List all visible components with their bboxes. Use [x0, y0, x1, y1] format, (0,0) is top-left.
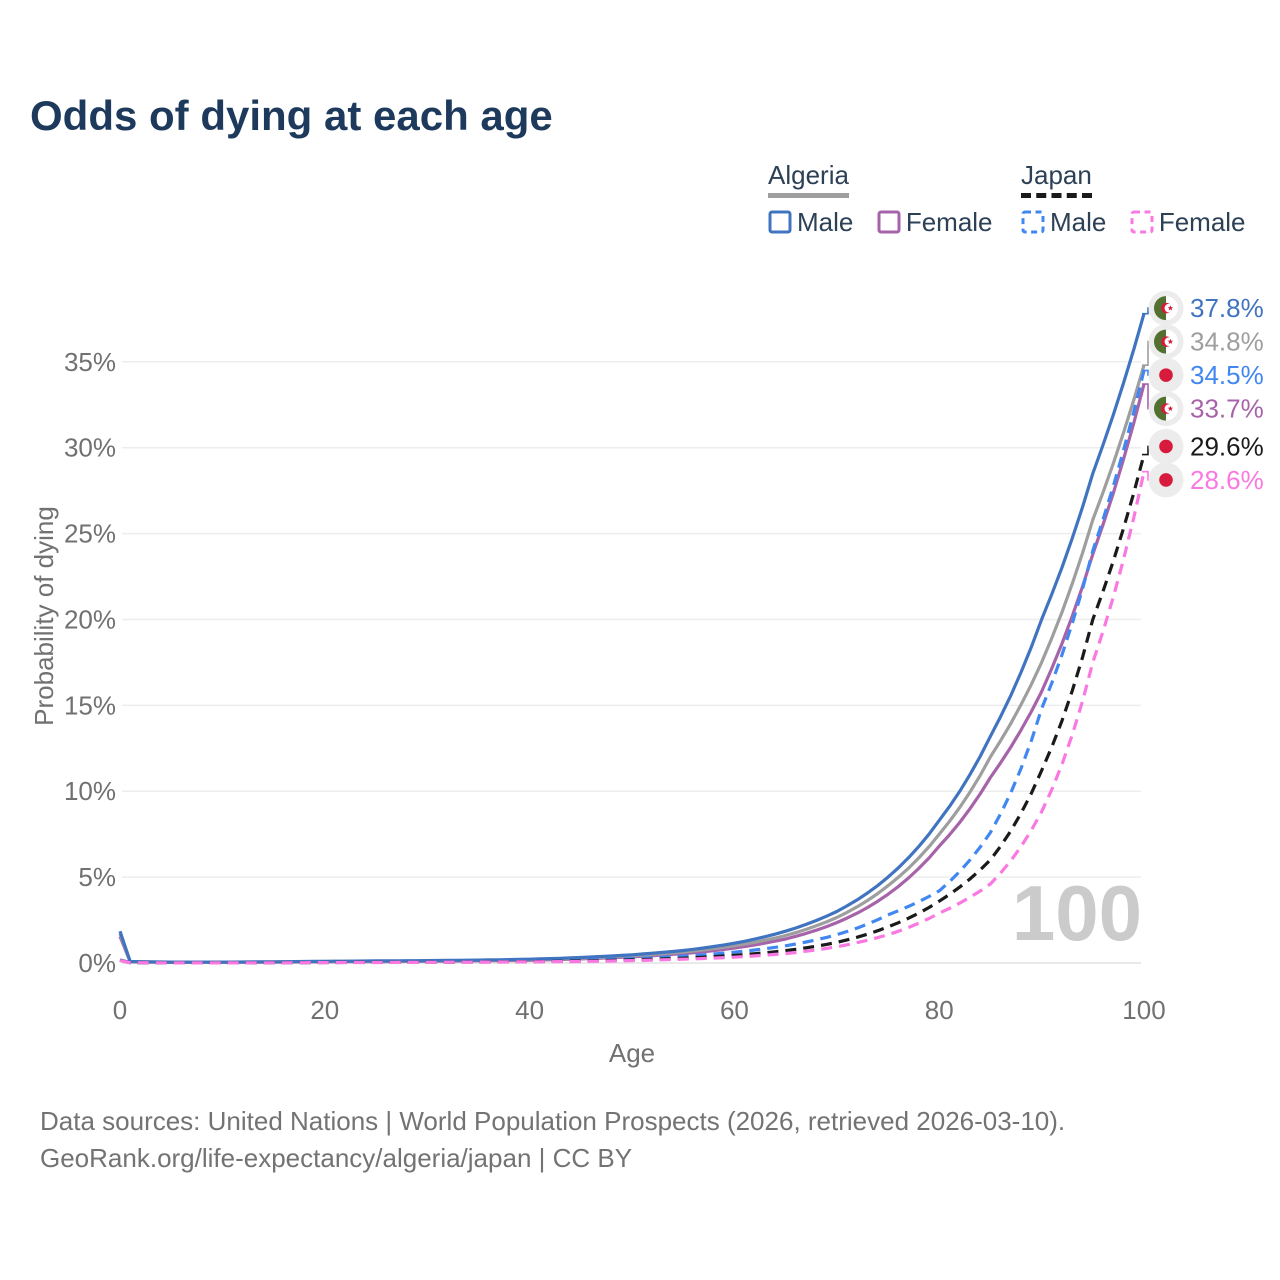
y-axis-title: Probability of dying: [29, 506, 59, 726]
algeria-flag-star: [1167, 305, 1174, 311]
y-tick-label: 25%: [64, 519, 116, 549]
end-value-label-japan_female: 28.6%: [1190, 465, 1264, 495]
x-tick-label: 80: [925, 995, 954, 1025]
legend-swatch-algeria-male-icon: [768, 210, 792, 234]
series-line-algeria_male: [118, 313, 1146, 964]
footer-line-2: GeoRank.org/life-expectancy/algeria/japa…: [40, 1143, 633, 1173]
legend-item-label: Male: [1050, 207, 1107, 237]
x-axis-title: Age: [609, 1038, 655, 1068]
series-line-algeria_both: [118, 364, 1146, 964]
legend-swatch-japan-female-icon: [1130, 210, 1154, 234]
algeria-flag-star: [1167, 338, 1174, 344]
x-tick-label: 100: [1122, 995, 1165, 1025]
footer-line-1: Data sources: United Nations | World Pop…: [40, 1106, 1066, 1136]
japan-flag-icon: [1159, 439, 1173, 454]
data-source-footer: Data sources: United Nations | World Pop…: [40, 1103, 1065, 1177]
legend-country-japan: Japan: [1021, 161, 1092, 198]
legend-swatch-japan-male-icon: [1021, 210, 1045, 234]
x-tick-label: 60: [720, 995, 749, 1025]
end-value-label-algeria_female: 33.7%: [1190, 394, 1264, 424]
age-counter-watermark: 100: [1012, 869, 1142, 957]
legend-swatch-algeria-female-icon: [877, 210, 901, 234]
legend-group-japan: Japan Male Female: [1021, 161, 1265, 235]
legend-item-algeria-male[interactable]: Male: [768, 209, 853, 235]
y-tick-label: 0%: [78, 948, 116, 978]
japan-flag-icon: [1159, 368, 1173, 382]
legend-item-label: Female: [905, 207, 993, 237]
end-value-label-algeria_both: 34.8%: [1190, 327, 1264, 357]
legend-item-label: Male: [797, 207, 854, 237]
end-value-label-algeria_male: 37.8%: [1190, 293, 1264, 323]
algeria-flag-icon: [1154, 396, 1166, 421]
end-value-label-japan_both: 29.6%: [1190, 431, 1264, 461]
x-tick-label: 40: [515, 995, 544, 1025]
legend: Algeria Male Female Japan: [0, 0, 1280, 250]
y-tick-label: 35%: [64, 347, 116, 377]
series-line-japan_male: [119, 370, 1146, 965]
legend-country-algeria: Algeria: [768, 161, 849, 198]
series-line-japan_both: [119, 454, 1146, 965]
series-line-algeria_female: [118, 383, 1146, 964]
legend-item-japan-male[interactable]: Male: [1021, 209, 1106, 235]
y-tick-label: 30%: [64, 433, 116, 463]
y-tick-label: 20%: [64, 604, 116, 634]
page-title: Odds of dying at each age: [30, 92, 553, 139]
y-tick-label: 10%: [64, 776, 116, 806]
algeria-flag-icon: [1154, 329, 1166, 354]
legend-item-japan-female[interactable]: Female: [1130, 209, 1246, 235]
legend-item-label: Female: [1158, 207, 1246, 237]
japan-flag-icon: [1159, 473, 1173, 487]
end-value-label-japan_male: 34.5%: [1190, 360, 1264, 390]
x-tick-label: 20: [310, 995, 339, 1025]
algeria-flag-star: [1167, 405, 1174, 411]
y-tick-label: 15%: [64, 690, 116, 720]
x-tick-label: 0: [113, 995, 127, 1025]
series-line-japan_female: [119, 471, 1146, 965]
legend-item-algeria-female[interactable]: Female: [877, 209, 993, 235]
algeria-flag-icon: [1154, 296, 1166, 321]
y-tick-label: 5%: [78, 862, 116, 892]
legend-group-algeria: Algeria Male Female: [768, 161, 1012, 235]
